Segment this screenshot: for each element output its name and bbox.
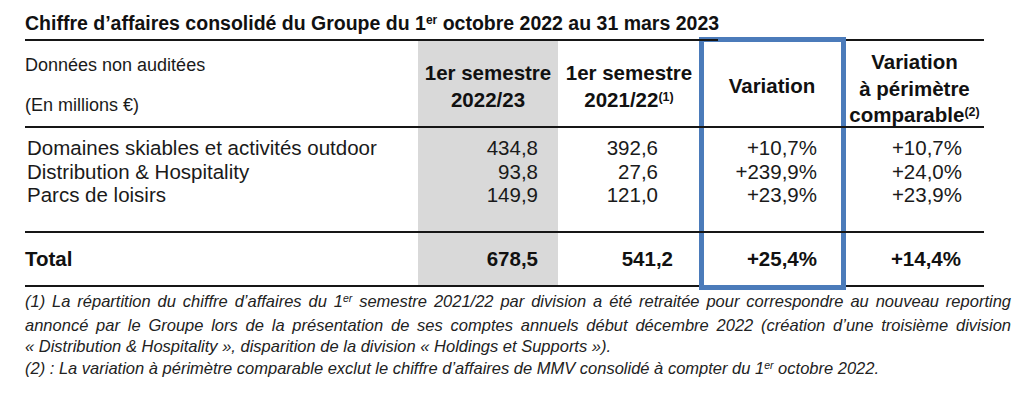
column-header-variation-comparable: Variation à périmètre comparable(2) [845, 49, 984, 132]
footnote-1: (1) La répartition du chiffre d’affaires… [25, 291, 1011, 358]
header-separator-rule [25, 126, 984, 128]
footnote-1-superscript: er [343, 292, 352, 304]
table-top-rule-right [846, 39, 984, 41]
footnote-ref-1: (1) [658, 90, 673, 104]
consolidated-revenue-report: Chiffre d’affaires consolidé du Groupe d… [0, 0, 1024, 417]
footnote-2: (2) : La variation à périmètre comparabl… [25, 358, 1011, 382]
row-value-2022-23: 93,8 [418, 160, 538, 183]
header-unaudited-label: Données non auditées [25, 55, 205, 75]
row-label: Parcs de loisirs [27, 183, 166, 206]
page-title: Chiffre d’affaires consolidé du Groupe d… [25, 11, 719, 38]
column-header-2022-23: 1er semestre 2022/23 [418, 60, 558, 113]
header-units-label: (En millions €) [25, 95, 139, 115]
row-value-2022-23: 149,9 [418, 183, 538, 206]
total-value-2022-23: 678,5 [418, 247, 538, 270]
title-superscript: er [426, 13, 437, 27]
total-top-rule [25, 231, 984, 233]
row-value-variation: +239,9% [699, 160, 817, 183]
column-header-2021-22: 1er semestre 2021/22(1) [558, 60, 700, 116]
row-label: Distribution & Hospitality [27, 160, 249, 183]
row-value-2021-22: 121,0 [559, 183, 658, 206]
footnote-ref-2: (2) [964, 105, 979, 119]
row-value-variation-comparable: +24,0% [845, 160, 962, 183]
row-value-2021-22: 392,6 [559, 136, 658, 159]
row-value-2022-23: 434,8 [418, 136, 538, 159]
row-label: Domaines skiables et activités outdoor [27, 136, 377, 159]
row-value-variation: +10,7% [699, 136, 817, 159]
row-value-variation: +23,9% [699, 183, 817, 206]
table-bottom-rule-right [846, 285, 984, 287]
title-underline [25, 39, 718, 41]
column-header-variation: Variation [699, 73, 845, 100]
row-value-variation-comparable: +23,9% [845, 183, 962, 206]
footnotes: (1) La répartition du chiffre d’affaires… [25, 291, 1011, 381]
total-value-2021-22: 541,2 [559, 247, 673, 270]
total-value-variation: +25,4% [699, 247, 817, 270]
total-value-variation-comparable: +14,4% [845, 247, 961, 270]
footnote-2-superscript: er [764, 359, 773, 371]
row-value-variation-comparable: +10,7% [845, 136, 962, 159]
total-label: Total [25, 247, 72, 270]
row-value-2021-22: 27,6 [559, 160, 658, 183]
table-bottom-rule-left [25, 285, 699, 287]
